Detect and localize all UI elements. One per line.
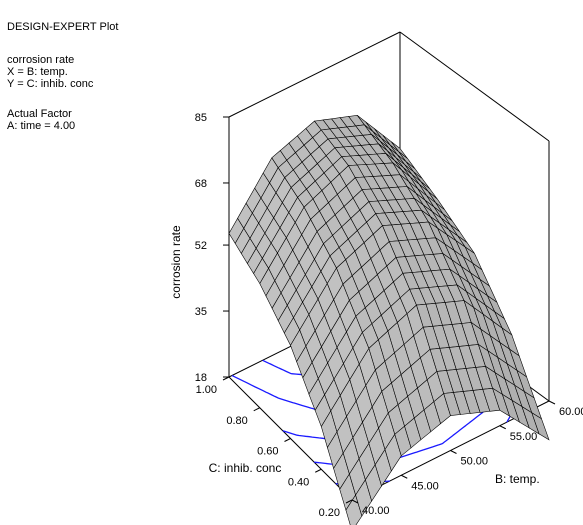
y-tick-mark [345, 499, 353, 504]
top-right-edge [399, 31, 550, 142]
x-tick-label: 50.00 [461, 456, 489, 468]
y-tick-mark [222, 376, 230, 381]
actual-factor-label: Actual Factor [7, 108, 72, 120]
x-tick-mark [450, 450, 457, 454]
y-tick-label: 0.60 [257, 446, 278, 458]
x-tick-label: 60.00 [559, 406, 583, 418]
axis-labels: 18 35 52 68 85 40.00 45.00 50.00 55.00 60.00 0.20 0… [169, 112, 583, 519]
top-back-edge [228, 31, 401, 118]
z-tick-label: 52 [195, 240, 207, 252]
response-name: corrosion rate [7, 54, 75, 66]
z-tick-label: 85 [195, 112, 207, 124]
x-tick-mark [351, 499, 359, 504]
surface-cell [531, 411, 550, 441]
y-tick-label: 0.20 [319, 507, 340, 519]
x-tick-mark [548, 400, 556, 405]
z-tick-label: 35 [195, 306, 207, 318]
z-axis-title: corrosion rate [169, 225, 183, 299]
y-assignment: Y = C: inhib. conc [7, 78, 94, 90]
x-tick-label: 45.00 [411, 480, 439, 492]
y-tick-label: 0.40 [288, 476, 309, 488]
z-tick-label: 68 [195, 178, 207, 190]
actual-factor-value: A: time = 4.00 [7, 120, 76, 132]
x-assignment: X = B: temp. [7, 66, 68, 78]
response-surface [228, 114, 550, 525]
x-tick-mark [499, 425, 506, 430]
plot-title: DESIGN-EXPERT Plot [7, 21, 119, 33]
y-tick-label: 0.80 [226, 415, 247, 427]
z-tick-label: 18 [195, 372, 207, 384]
x-tick-label: 40.00 [362, 505, 390, 517]
y-tick-mark [284, 438, 291, 442]
x-tick-mark [401, 474, 408, 479]
y-tick-label: 1.00 [196, 384, 217, 396]
x-axis-title: B: temp. [495, 472, 540, 486]
y-axis-title: C: inhib. conc [209, 461, 282, 475]
x-tick-label: 55.00 [510, 431, 538, 443]
y-tick-mark [253, 407, 260, 412]
y-tick-mark [315, 468, 322, 473]
